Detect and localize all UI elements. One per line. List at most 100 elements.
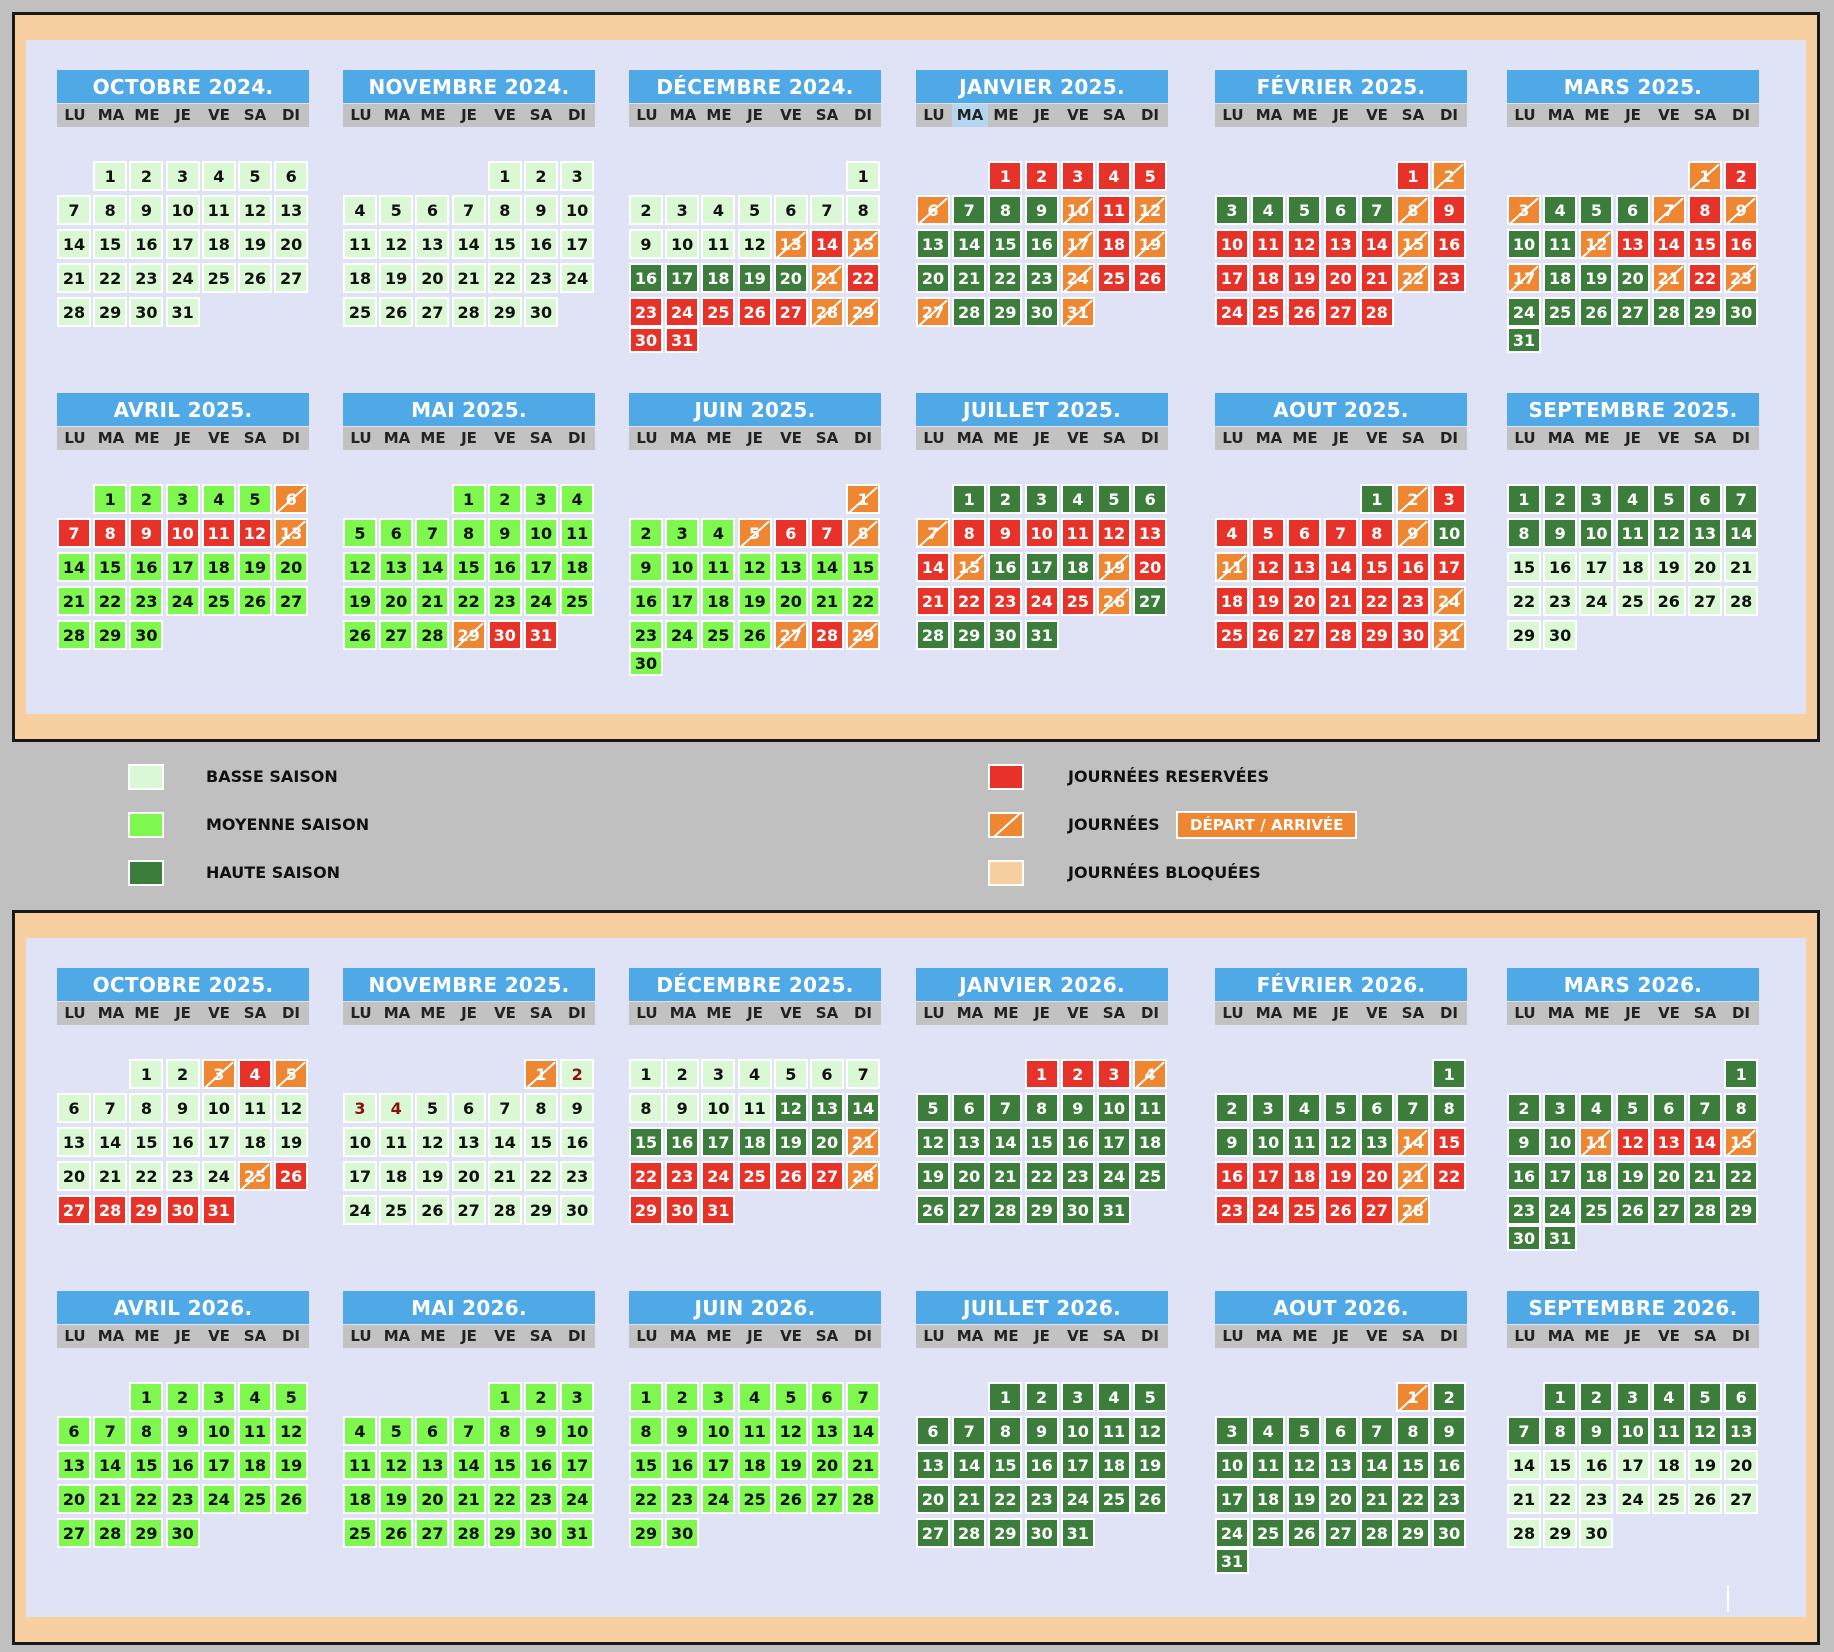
day-cell[interactable]: 12 (1651, 518, 1686, 548)
day-cell[interactable]: 10 (1060, 195, 1095, 225)
day-cell[interactable]: 27 (274, 586, 309, 616)
day-cell[interactable]: 8 (629, 1416, 663, 1446)
day-cell[interactable]: 10 (1579, 518, 1614, 548)
day-cell[interactable]: 24 (1097, 1161, 1131, 1191)
day-cell[interactable]: 24 (1432, 586, 1467, 616)
day-cell[interactable]: 19 (1615, 1161, 1650, 1191)
day-cell[interactable]: 24 (201, 1484, 236, 1514)
day-cell[interactable]: 28 (451, 297, 486, 327)
day-cell[interactable]: 31 (1024, 620, 1059, 650)
day-cell[interactable]: 25 (1615, 586, 1650, 616)
day-cell[interactable]: 30 (165, 1518, 200, 1548)
day-cell[interactable]: 11 (560, 518, 595, 548)
day-cell[interactable]: 18 (238, 1127, 272, 1157)
day-cell[interactable]: 8 (451, 518, 486, 548)
day-cell[interactable]: 3 (665, 195, 700, 225)
day-cell[interactable]: 4 (1215, 518, 1249, 548)
day-cell[interactable]: 25 (238, 1484, 272, 1514)
day-cell[interactable]: 2 (1432, 1382, 1467, 1412)
day-cell[interactable]: 31 (665, 327, 700, 353)
day-cell[interactable]: 23 (1215, 1195, 1249, 1225)
day-cell[interactable]: 30 (1024, 1518, 1059, 1548)
day-cell[interactable]: 25 (1579, 1195, 1614, 1225)
day-cell[interactable]: 8 (1688, 195, 1722, 225)
day-cell[interactable]: 7 (1688, 1093, 1722, 1123)
day-cell[interactable]: 15 (93, 552, 128, 582)
day-cell[interactable]: 20 (773, 586, 808, 616)
day-cell[interactable]: 10 (343, 1127, 377, 1157)
day-cell[interactable]: 30 (487, 620, 522, 650)
day-cell[interactable]: 15 (952, 552, 987, 582)
day-cell[interactable]: 20 (274, 229, 309, 259)
day-cell[interactable]: 21 (1688, 1161, 1722, 1191)
day-cell[interactable]: 11 (238, 1416, 272, 1446)
day-cell[interactable]: 25 (1251, 297, 1286, 327)
day-cell[interactable]: 31 (1215, 1548, 1249, 1574)
day-cell[interactable]: 17 (1543, 1161, 1578, 1191)
day-cell[interactable]: 4 (238, 1059, 272, 1089)
day-cell[interactable]: 5 (1133, 161, 1168, 191)
day-cell[interactable]: 27 (1724, 1484, 1759, 1514)
day-cell[interactable]: 25 (701, 620, 736, 650)
day-cell[interactable]: 26 (343, 620, 377, 650)
day-cell[interactable]: 30 (560, 1195, 595, 1225)
day-cell[interactable]: 25 (1097, 1484, 1131, 1514)
day-cell[interactable]: 20 (1359, 1161, 1394, 1191)
day-cell[interactable]: 21 (415, 586, 450, 616)
day-cell[interactable]: 11 (1215, 552, 1249, 582)
day-cell[interactable]: 17 (1024, 552, 1059, 582)
day-cell[interactable]: 7 (487, 1093, 522, 1123)
day-cell[interactable]: 20 (57, 1161, 91, 1191)
day-cell[interactable]: 16 (560, 1127, 595, 1157)
day-cell[interactable]: 22 (1507, 586, 1541, 616)
day-cell[interactable]: 3 (560, 1382, 595, 1412)
day-cell[interactable]: 19 (379, 263, 414, 293)
day-cell[interactable]: 15 (451, 552, 486, 582)
day-cell[interactable]: 26 (737, 620, 772, 650)
day-cell[interactable]: 1 (1396, 161, 1430, 191)
day-cell[interactable]: 27 (415, 297, 450, 327)
day-cell[interactable]: 6 (415, 195, 450, 225)
day-cell[interactable]: 4 (343, 195, 377, 225)
day-cell[interactable]: 5 (773, 1382, 808, 1412)
day-cell[interactable]: 3 (1579, 484, 1614, 514)
day-cell[interactable]: 24 (165, 586, 200, 616)
day-cell[interactable]: 20 (810, 1450, 844, 1480)
day-cell[interactable]: 10 (1615, 1416, 1650, 1446)
day-cell[interactable]: 1 (629, 1382, 663, 1412)
day-cell[interactable]: 1 (988, 1382, 1023, 1412)
day-cell[interactable]: 12 (1323, 1127, 1358, 1157)
day-cell[interactable]: 29 (988, 1518, 1023, 1548)
day-cell[interactable]: 31 (524, 620, 558, 650)
day-cell[interactable]: 2 (524, 161, 558, 191)
day-cell[interactable]: 16 (629, 263, 663, 293)
day-cell[interactable]: 20 (379, 586, 414, 616)
day-cell[interactable]: 16 (1507, 1161, 1541, 1191)
day-cell[interactable]: 26 (737, 297, 772, 327)
day-cell[interactable]: 28 (487, 1195, 522, 1225)
day-cell[interactable]: 25 (737, 1161, 772, 1191)
day-cell[interactable]: 12 (773, 1093, 808, 1123)
day-cell[interactable]: 30 (1507, 1225, 1541, 1251)
day-cell[interactable]: 10 (1097, 1093, 1131, 1123)
day-cell[interactable]: 10 (1251, 1127, 1286, 1157)
day-cell[interactable]: 8 (988, 195, 1023, 225)
day-cell[interactable]: 21 (916, 586, 950, 616)
day-cell[interactable]: 22 (1024, 1161, 1059, 1191)
day-cell[interactable]: 12 (916, 1127, 950, 1157)
day-cell[interactable]: 13 (1651, 1127, 1686, 1157)
day-cell[interactable]: 11 (701, 229, 736, 259)
day-cell[interactable]: 27 (773, 620, 808, 650)
day-cell[interactable]: 23 (1396, 586, 1430, 616)
day-cell[interactable]: 16 (1024, 229, 1059, 259)
day-cell[interactable]: 10 (560, 195, 595, 225)
day-cell[interactable]: 23 (129, 586, 164, 616)
day-cell[interactable]: 23 (129, 263, 164, 293)
day-cell[interactable]: 16 (1215, 1161, 1249, 1191)
day-cell[interactable]: 5 (1323, 1093, 1358, 1123)
day-cell[interactable]: 16 (165, 1127, 200, 1157)
day-cell[interactable]: 24 (1215, 1518, 1249, 1548)
day-cell[interactable]: 9 (1432, 195, 1467, 225)
day-cell[interactable]: 9 (629, 552, 663, 582)
day-cell[interactable]: 22 (1688, 263, 1722, 293)
